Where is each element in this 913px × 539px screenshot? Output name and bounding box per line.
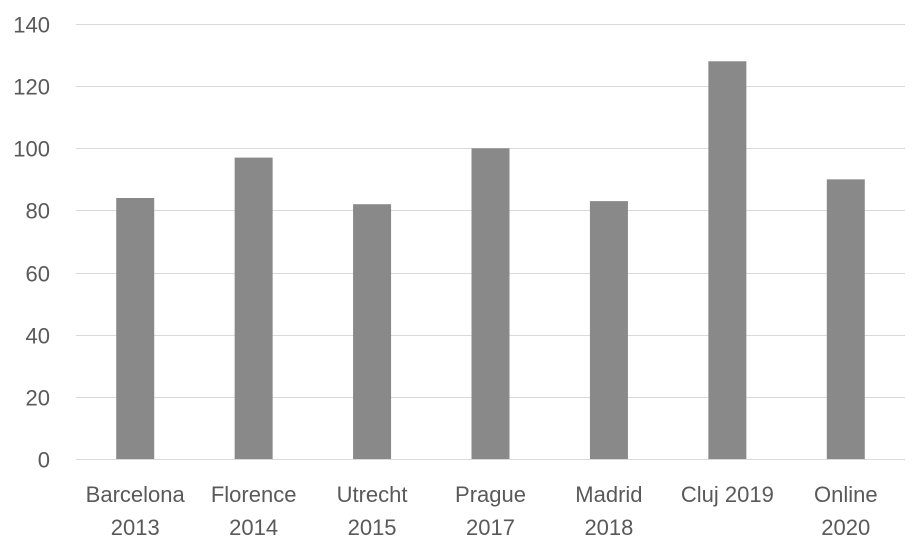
x-tick-label-line: 2013 — [111, 515, 160, 539]
bar — [826, 179, 865, 459]
y-tick-label: 140 — [13, 13, 50, 38]
y-tick-label: 20 — [26, 386, 50, 411]
x-tick-label: Prague 2017 — [455, 482, 526, 539]
y-tick-label: 60 — [26, 262, 50, 287]
x-tick-label-line: 2018 — [584, 515, 633, 539]
x-tick-label-line: 2014 — [229, 515, 278, 539]
x-tick-label-line: 2015 — [348, 515, 397, 539]
x-tick-label: Utrecht 2015 — [337, 482, 408, 539]
x-tick-label: Barcelona 2013 — [86, 482, 186, 539]
x-tick-label-line: Online — [814, 482, 878, 507]
y-tick-label: 100 — [13, 137, 50, 162]
x-tick-label: Florence 2014 — [211, 482, 297, 539]
x-axis-tick-labels: Barcelona 2013 Florence 2014 Utrecht 2015 Prag… — [86, 482, 878, 539]
y-tick-label: 120 — [13, 75, 50, 100]
x-tick-label: Online 2020 — [814, 482, 878, 539]
x-tick-label-line: 2017 — [466, 515, 515, 539]
bar — [471, 148, 510, 460]
bar — [589, 201, 628, 459]
x-tick-label-line: Cluj 2019 — [681, 482, 774, 507]
x-tick-label-line: Madrid — [575, 482, 642, 507]
x-tick-label: Cluj 2019 — [681, 482, 774, 507]
x-tick-label-line: Florence — [211, 482, 297, 507]
y-tick-label: 0 — [38, 448, 50, 473]
x-tick-label-line: Prague — [455, 482, 526, 507]
bar — [353, 204, 392, 459]
x-tick-label: Madrid 2018 — [575, 482, 642, 539]
bar — [234, 157, 273, 459]
bar — [116, 198, 155, 459]
x-tick-label-line: Utrecht — [337, 482, 408, 507]
y-axis-tick-labels: 0 20 40 60 80 100 120 140 — [13, 13, 50, 473]
x-tick-label-line: 2020 — [821, 515, 870, 539]
x-tick-label-line: Barcelona — [86, 482, 186, 507]
y-tick-label: 40 — [26, 324, 50, 349]
bar — [708, 61, 747, 460]
y-tick-label: 80 — [26, 199, 50, 224]
bars — [116, 61, 865, 460]
